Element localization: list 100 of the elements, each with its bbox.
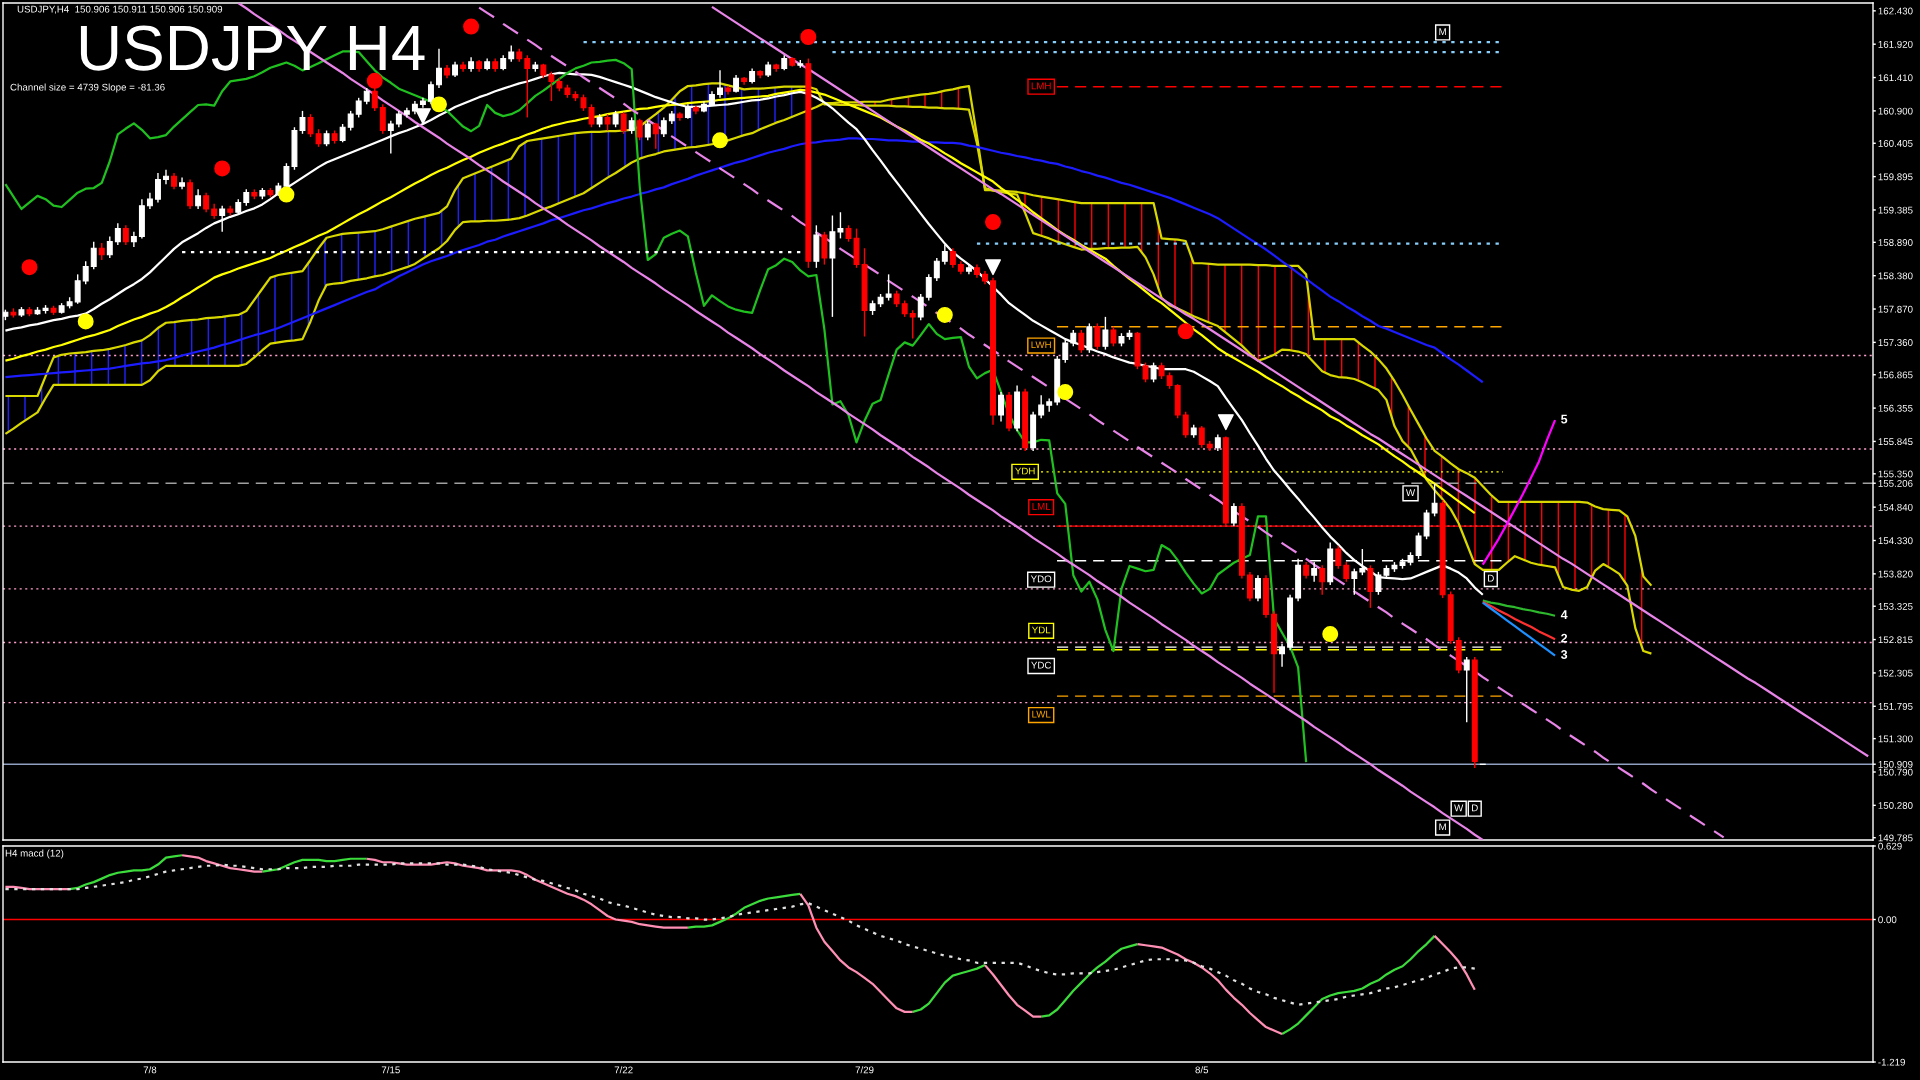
series-label: 4 <box>1560 610 1568 619</box>
point <box>77 313 94 330</box>
candlestick <box>82 260 89 285</box>
point <box>278 186 295 203</box>
candlestick <box>717 69 723 99</box>
y-tick-label: 150.909 <box>1878 760 1913 768</box>
candlestick <box>652 121 659 150</box>
y-tick-label: 152.815 <box>1878 636 1913 644</box>
y-tick-label: 161.920 <box>1878 40 1913 48</box>
y-tick-label: 157.360 <box>1878 339 1913 346</box>
series-label: 2 <box>1561 633 1568 643</box>
candlestick <box>114 222 121 246</box>
candlestick <box>1038 394 1045 419</box>
annotation: W <box>1454 804 1464 812</box>
line-series <box>710 5 1870 758</box>
ref-line-label: YDO <box>1030 575 1052 583</box>
annotation: Channel size = 4739 Slope = -81.36 <box>10 83 165 93</box>
candlestick <box>917 293 924 321</box>
y-tick-label: 155.845 <box>1878 438 1913 446</box>
candlestick <box>1062 339 1069 364</box>
y-tick-label: 162.430 <box>1878 7 1913 15</box>
y-tick-label: 155.350 <box>1878 470 1913 478</box>
y-tick-label: 152.305 <box>1878 669 1913 677</box>
y-tick-label: 154.330 <box>1878 537 1913 545</box>
y-tick-label: 158.890 <box>1878 239 1913 246</box>
x-tick-label: 8/5 <box>1195 1066 1209 1074</box>
candlestick <box>1182 410 1189 439</box>
candlestick <box>339 123 346 143</box>
x-tick-label: 7/29 <box>855 1066 874 1074</box>
candlestick <box>1094 322 1101 351</box>
candlestick <box>187 178 194 210</box>
annotation: W <box>1405 489 1416 496</box>
point <box>1177 323 1194 340</box>
y-tick-label: 156.355 <box>1878 404 1913 412</box>
y-tick-label: 153.325 <box>1878 602 1913 610</box>
candlestick <box>347 110 354 132</box>
candlestick <box>106 235 113 259</box>
y-tick-label: 160.900 <box>1878 107 1913 115</box>
ref-line-label: YDC <box>1031 661 1052 669</box>
y-tick-label: 159.385 <box>1878 206 1913 214</box>
ref-line-label: YDL <box>1031 626 1051 634</box>
candlestick <box>1110 325 1117 347</box>
point <box>214 160 231 177</box>
candlestick <box>1335 545 1342 570</box>
annotation: D <box>1488 574 1494 582</box>
candlestick <box>1254 574 1261 603</box>
candlestick <box>941 244 948 266</box>
series-label: 5 <box>1561 414 1568 424</box>
x-tick-label: 7/8 <box>143 1066 157 1074</box>
annotation: M <box>1439 28 1446 35</box>
y-tick-label: 155.206 <box>1878 479 1913 487</box>
y-tick-label: 156.865 <box>1878 371 1913 379</box>
y-tick-label: 0.00 <box>1878 916 1897 924</box>
candlestick <box>1230 502 1237 527</box>
line-series <box>1481 601 1557 657</box>
point <box>366 72 383 89</box>
candlestick <box>436 48 442 89</box>
y-tick-label: -1.219 <box>1878 1058 1905 1066</box>
candlestick <box>1102 316 1109 351</box>
candlestick <box>636 118 643 142</box>
y-tick-label: 157.870 <box>1878 305 1913 313</box>
candlestick <box>1246 571 1253 603</box>
candlestick <box>1198 425 1205 449</box>
ref-line-label: LWH <box>1031 341 1051 349</box>
y-tick-label: 149.785 <box>1878 834 1913 842</box>
ref-line-label: LWL <box>1032 710 1051 718</box>
candlestick <box>660 116 667 138</box>
y-tick-label: 160.405 <box>1878 140 1913 147</box>
y-tick-label: 0.629 <box>1878 842 1902 850</box>
candlestick <box>821 231 828 266</box>
y-tick-label: 150.790 <box>1878 768 1913 776</box>
y-tick-label: 154.840 <box>1878 503 1913 511</box>
y-tick-label: 161.410 <box>1878 74 1913 82</box>
candlestick <box>1423 509 1430 540</box>
candlestick <box>998 391 1004 423</box>
candlestick <box>90 240 97 270</box>
candlestick <box>154 172 161 204</box>
candlestick <box>644 120 651 142</box>
candlestick <box>925 273 932 302</box>
candlestick <box>283 162 290 189</box>
ref-line-label: YDH <box>1015 467 1035 475</box>
candlestick <box>933 257 940 282</box>
line-series <box>4 862 1476 1006</box>
candlestick <box>1086 322 1093 354</box>
candlestick <box>1078 329 1085 354</box>
y-tick-label: 151.300 <box>1878 735 1913 743</box>
point <box>985 259 1001 276</box>
line-series <box>1481 599 1557 617</box>
point <box>936 306 953 323</box>
candlestick <box>620 111 627 135</box>
y-tick-label: 151.795 <box>1878 703 1913 710</box>
chart-title: H4 macd (12) <box>5 849 64 859</box>
point <box>800 29 817 45</box>
candlestick <box>1463 656 1470 723</box>
ref-line-label: LML <box>1032 503 1051 510</box>
point <box>414 108 431 125</box>
point <box>712 132 728 149</box>
candlestick <box>909 309 916 340</box>
candlestick <box>74 273 81 305</box>
point <box>1217 414 1234 431</box>
